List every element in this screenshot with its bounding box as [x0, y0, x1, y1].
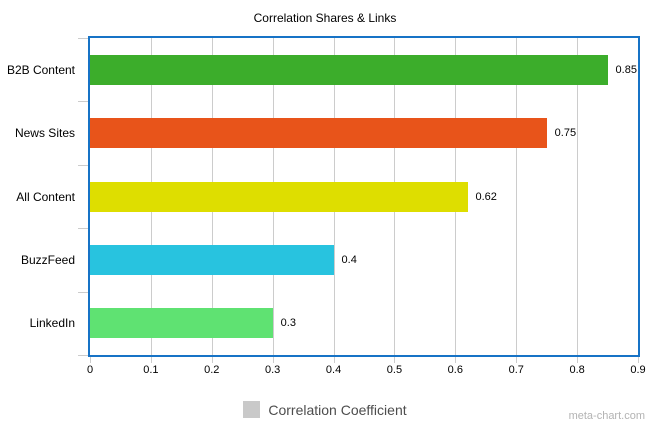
x-axis-tick [516, 357, 518, 363]
x-axis-tick [455, 357, 457, 363]
bar-linkedin [90, 308, 273, 339]
plot-inner: 0.85 0.75 0.62 0.4 0.3 [90, 38, 638, 355]
bar-all-content [90, 181, 468, 212]
x-axis-tick [90, 357, 91, 363]
y-axis-tick [78, 101, 88, 103]
legend-swatch [243, 401, 261, 418]
value-label-b2b-content: 0.85 [615, 63, 637, 76]
x-axis-tick [333, 357, 335, 363]
bar-news-sites [90, 118, 547, 149]
x-axis-tick [272, 357, 274, 363]
x-axis-tick [577, 357, 579, 363]
x-tick-label-0: 0 [86, 364, 94, 376]
legend: Correlation Coefficient [0, 401, 650, 418]
x-axis-tick [211, 357, 213, 363]
value-label-all-content: 0.62 [475, 190, 497, 203]
y-axis-tick [78, 228, 88, 230]
x-tick-label-0.4: 0.4 [325, 364, 342, 376]
value-label-buzzfeed: 0.4 [341, 253, 357, 266]
x-tick-label-0.9: 0.9 [630, 364, 646, 376]
value-label-news-sites: 0.75 [554, 127, 577, 140]
y-axis-tick [78, 38, 88, 39]
bar-buzzfeed [90, 244, 334, 275]
x-tick-label-0.1: 0.1 [143, 364, 159, 376]
y-axis-tick [78, 164, 88, 166]
gridline [577, 38, 579, 355]
category-label-all-content: All Content [16, 189, 75, 204]
watermark: meta-chart.com [568, 410, 645, 422]
legend-label: Correlation Coefficient [268, 401, 407, 418]
category-label-news-sites: News Sites [14, 126, 75, 141]
category-label-b2b-content: B2B Content [6, 62, 75, 77]
x-axis-tick [394, 357, 396, 363]
plot-area: 0.85 0.75 0.62 0.4 0.3 [88, 36, 640, 357]
category-label-linkedin: LinkedIn [29, 316, 75, 331]
x-tick-label-0.7: 0.7 [508, 364, 524, 376]
x-tick-label-0.3: 0.3 [265, 364, 281, 376]
y-axis-tick [78, 291, 88, 293]
bar-b2b-content [90, 54, 608, 85]
y-axis-tick [78, 355, 88, 356]
value-label-linkedin: 0.3 [280, 317, 296, 330]
chart-title: Correlation Shares & Links [253, 11, 397, 25]
x-axis-tick [150, 357, 152, 363]
category-label-buzzfeed: BuzzFeed [20, 252, 75, 267]
x-tick-label-0.6: 0.6 [447, 364, 463, 376]
gridline [516, 38, 518, 355]
x-tick-label-0.2: 0.2 [204, 364, 220, 376]
x-tick-label-0.5: 0.5 [386, 364, 403, 376]
x-axis-tick [638, 357, 639, 363]
x-tick-label-0.8: 0.8 [569, 364, 585, 376]
